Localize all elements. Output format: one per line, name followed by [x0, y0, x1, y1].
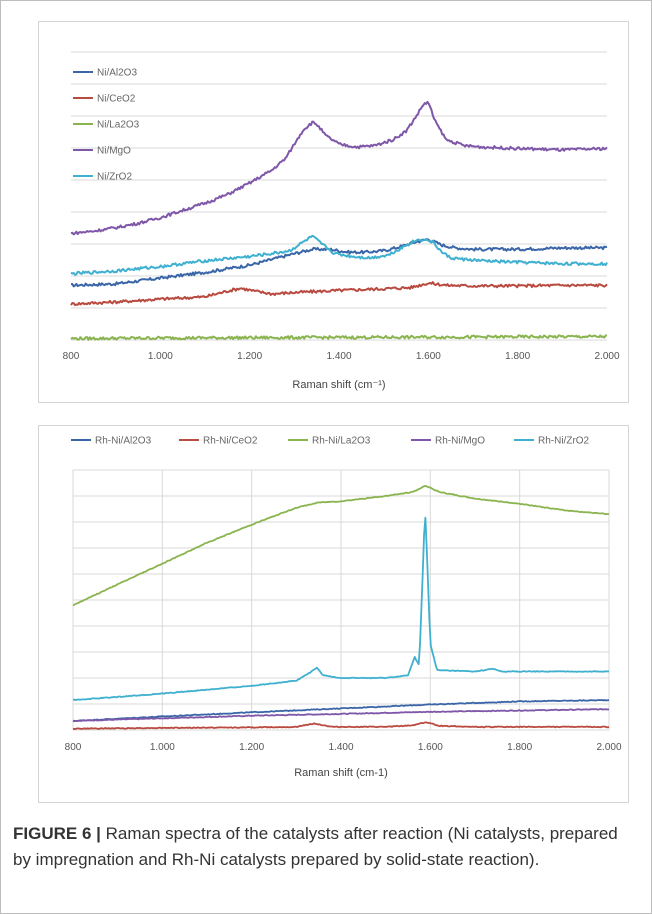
- series-line: [72, 707, 610, 723]
- series-line: [70, 234, 608, 276]
- x-tick-label: 800: [65, 742, 82, 753]
- series-line: [72, 721, 610, 730]
- x-tick-label: 2.000: [596, 742, 621, 753]
- series-line: [70, 334, 608, 341]
- chart-grid: [72, 469, 610, 731]
- raman-chart-rhni: Rh-Ni/Al2O3 Rh-Ni/CeO2 Rh-Ni/La2O3 Rh-Ni/Mg…: [65, 436, 622, 780]
- series-line: [70, 238, 608, 288]
- legend-label: Rh-Ni/La2O3: [312, 436, 371, 447]
- x-tick-label: 1.600: [416, 351, 441, 362]
- legend-label: Rh-Ni/ZrO2: [538, 436, 590, 447]
- chart-series: [72, 485, 610, 730]
- legend-label: Rh-Ni/CeO2: [203, 436, 258, 447]
- series-line: [70, 100, 608, 236]
- x-tick-label: 1.200: [239, 742, 264, 753]
- series-line: [70, 281, 608, 307]
- series-line: [72, 516, 610, 702]
- legend-label: Ni/ZrO2: [97, 172, 132, 183]
- x-tick-label: 1.000: [150, 742, 175, 753]
- x-tick-label: 1.200: [237, 351, 262, 362]
- caption-text: Raman spectra of the catalysts after rea…: [13, 824, 618, 869]
- x-axis-label: Raman shift (cm-1): [294, 767, 388, 779]
- legend-label: Ni/MgO: [97, 146, 131, 157]
- x-tick-label: 1.800: [507, 742, 532, 753]
- legend-label: Ni/Al2O3: [97, 68, 137, 79]
- figure-label: FIGURE 6 |: [13, 824, 101, 843]
- x-tick-label: 1.400: [328, 742, 353, 753]
- x-tick-label: 1.800: [505, 351, 530, 362]
- raman-chart-ni: Ni/Al2O3 Ni/CeO2 Ni/La2O3 Ni/MgO Ni/ZrO2 800…: [63, 51, 620, 391]
- figure-caption: FIGURE 6 | Raman spectra of the catalyst…: [13, 821, 633, 873]
- legend-label: Ni/La2O3: [97, 120, 140, 131]
- x-tick-label: 1.600: [418, 742, 443, 753]
- legend-label: Ni/CeO2: [97, 94, 136, 105]
- chart-grid: [71, 51, 607, 341]
- x-tick-label: 800: [63, 351, 80, 362]
- x-ticks: 800 1.000 1.200 1.400 1.600 1.800 2.000: [65, 742, 622, 753]
- x-axis-label: Raman shift (cm⁻¹): [292, 379, 385, 391]
- legend-label: Rh-Ni/MgO: [435, 436, 485, 447]
- legend-label: Rh-Ni/Al2O3: [95, 436, 152, 447]
- chart-legend: Ni/Al2O3 Ni/CeO2 Ni/La2O3 Ni/MgO Ni/ZrO2: [73, 68, 140, 183]
- x-tick-label: 2.000: [594, 351, 619, 362]
- x-tick-label: 1.400: [326, 351, 351, 362]
- series-line: [72, 699, 609, 722]
- x-tick-label: 1.000: [148, 351, 173, 362]
- chart-panel-ni: Ni/Al2O3 Ni/CeO2 Ni/La2O3 Ni/MgO Ni/ZrO2 800…: [38, 21, 629, 403]
- chart-series: [70, 100, 608, 341]
- chart-legend: Rh-Ni/Al2O3 Rh-Ni/CeO2 Rh-Ni/La2O3 Rh-Ni/Mg…: [71, 436, 590, 447]
- series-line: [72, 485, 610, 607]
- chart-panel-rhni: Rh-Ni/Al2O3 Rh-Ni/CeO2 Rh-Ni/La2O3 Rh-Ni/Mg…: [38, 425, 629, 803]
- x-ticks: 800 1.000 1.200 1.400 1.600 1.800 2.000: [63, 351, 620, 362]
